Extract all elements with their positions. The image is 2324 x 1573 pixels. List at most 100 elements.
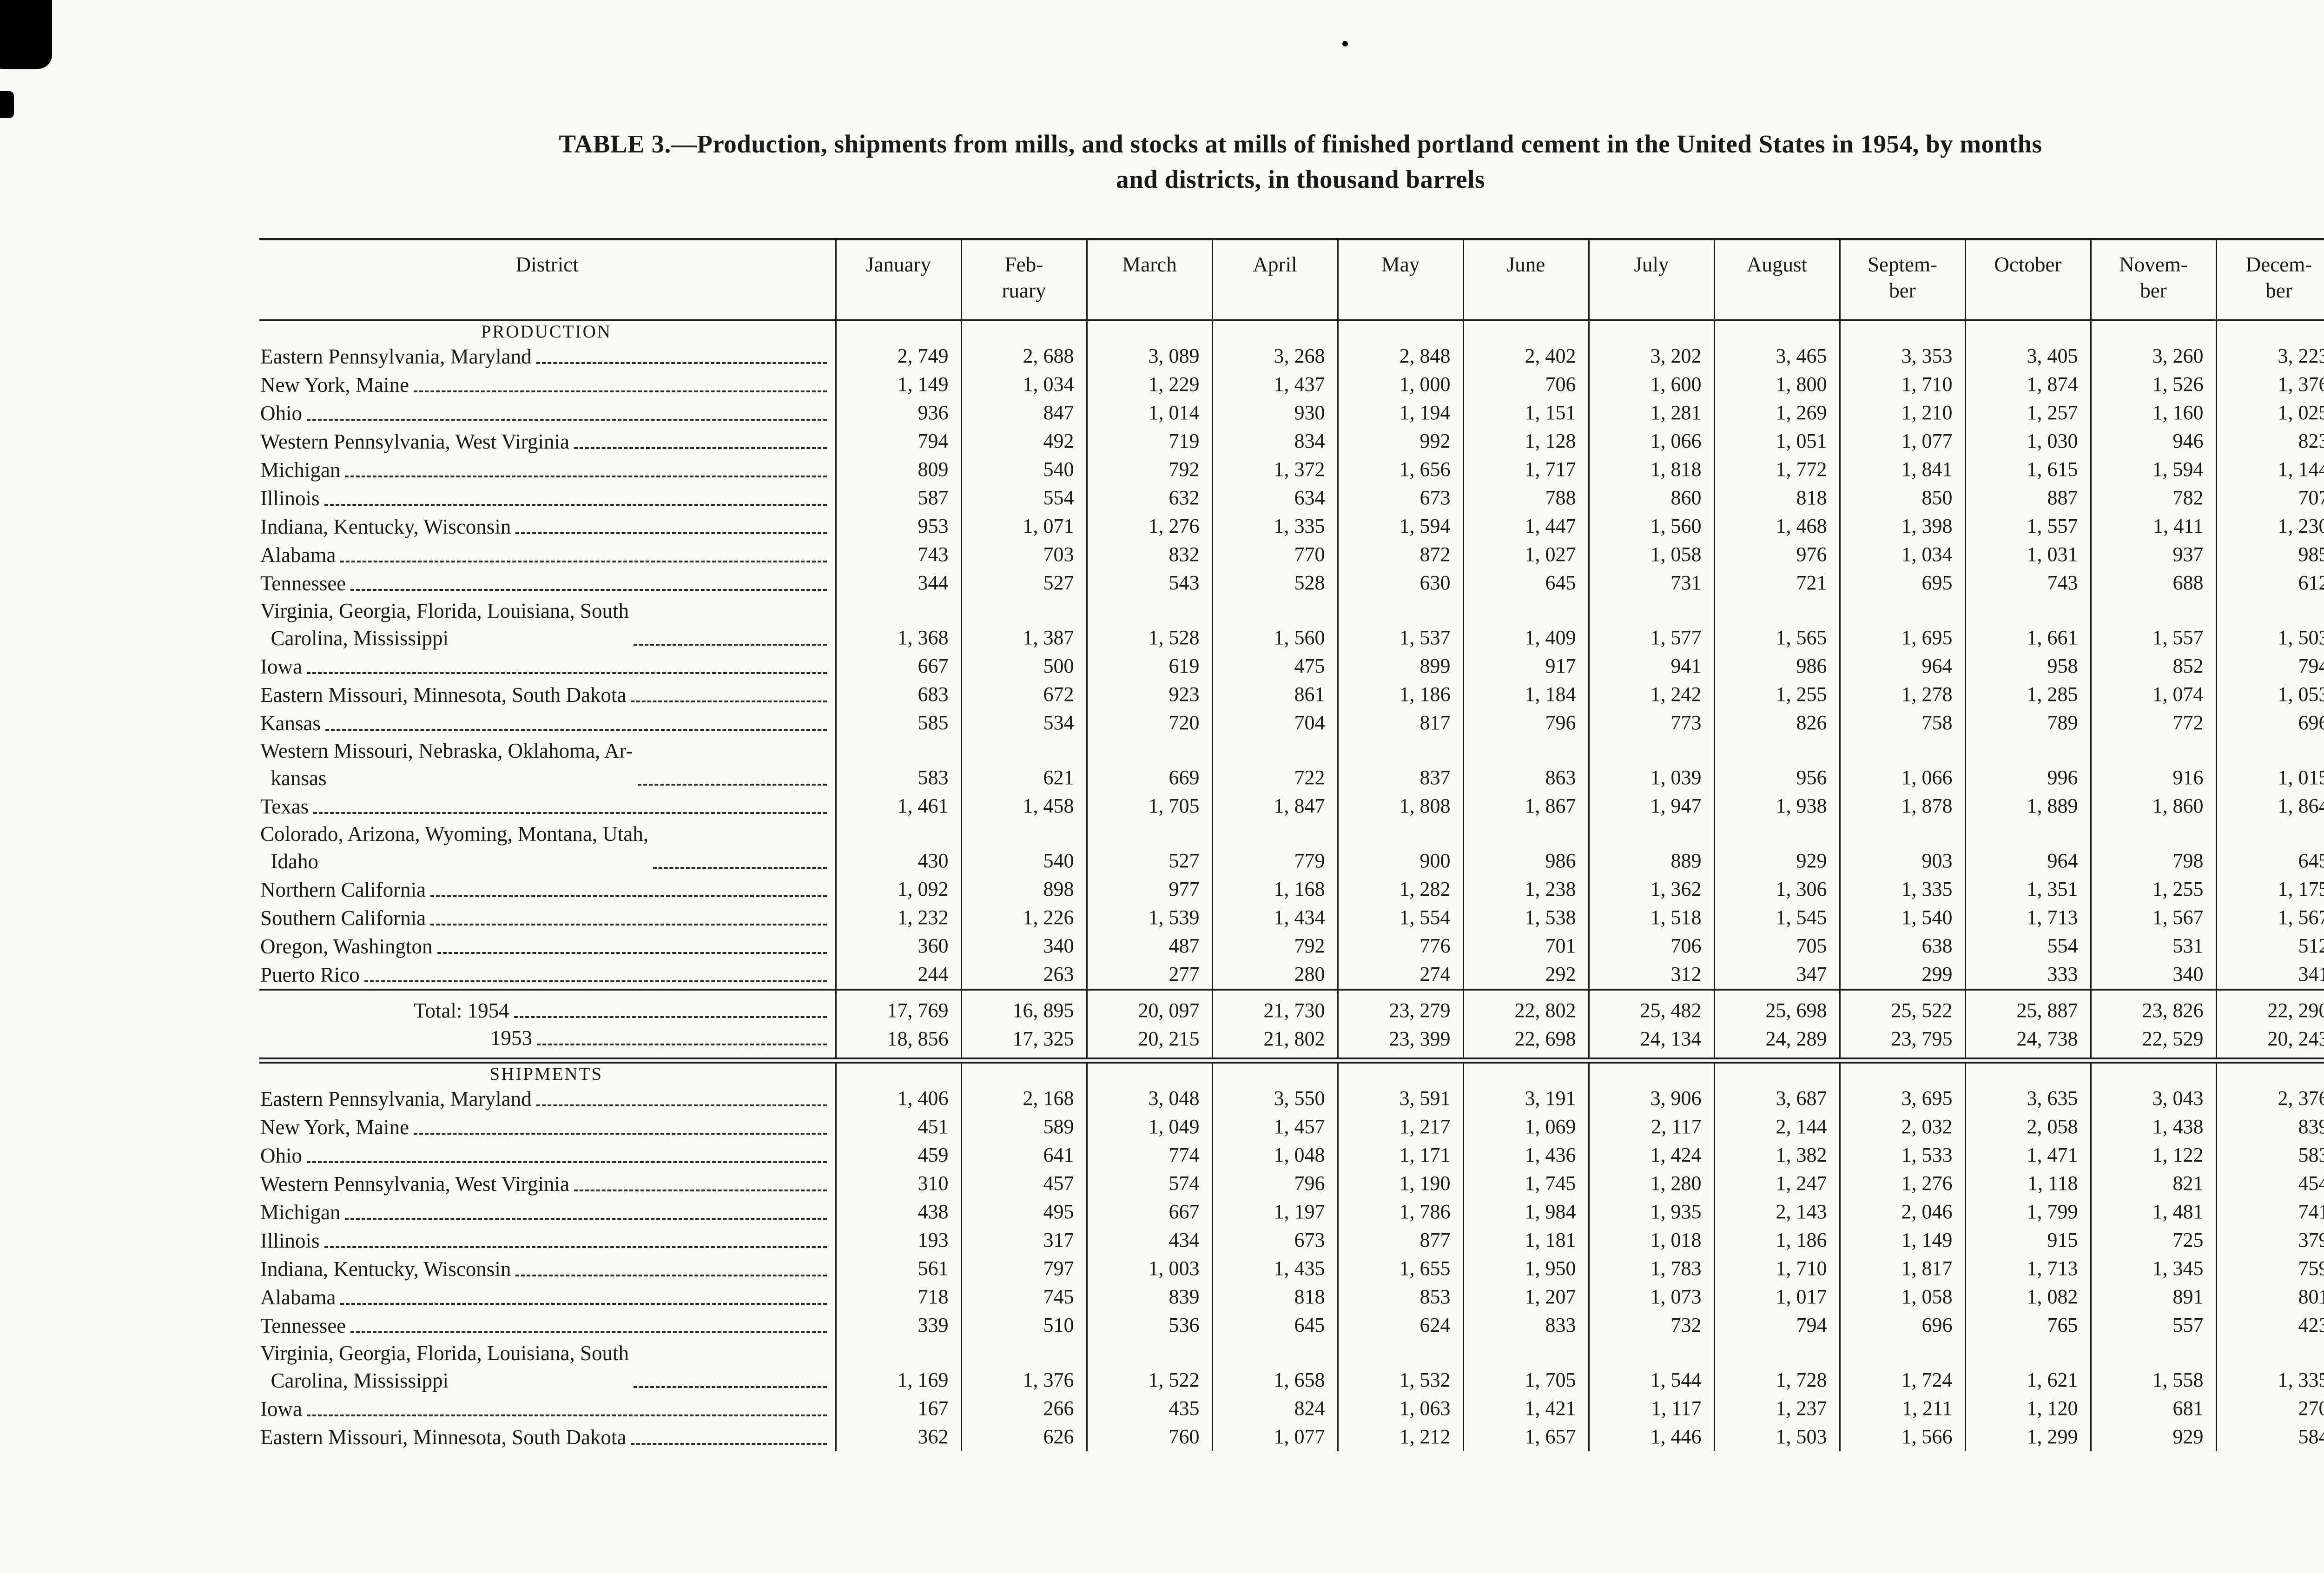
column-header-january: January (835, 238, 961, 321)
month-value-cell: 1, 238 (1462, 875, 1589, 904)
month-value-cell: 817 (1337, 709, 1463, 737)
month-value-cell: 707 (2215, 484, 2324, 512)
month-value-cell: 1, 232 (835, 904, 961, 932)
month-value-cell: 21, 730 (1211, 989, 1338, 1024)
month-value-cell (960, 1060, 1087, 1084)
column-header-march: March (1086, 238, 1212, 321)
month-value-cell: 1, 255 (1713, 681, 1840, 709)
month-value-cell: 510 (960, 1311, 1087, 1340)
month-value-cell: 2, 376 (2215, 1084, 2324, 1113)
month-value-cell: 996 (1964, 737, 2091, 792)
month-value-cell: 23, 279 (1337, 989, 1463, 1024)
month-value-cell: 1, 034 (1839, 541, 1965, 569)
district-cell-inner: Colorado, Arizona, Wyoming, Montana, Uta… (260, 820, 832, 875)
district-cell: Indiana, Kentucky, Wisconsin (259, 1255, 836, 1283)
month-value-cell: 1, 567 (2090, 904, 2216, 932)
month-value-cell: 645 (1211, 1311, 1338, 1340)
month-value-cell (1086, 320, 1212, 342)
month-value-cell: 1, 577 (1588, 597, 1714, 652)
month-value-cell: 1, 889 (1964, 792, 2091, 820)
month-value-cell: 1, 282 (1337, 875, 1463, 904)
leader-line (634, 644, 827, 646)
month-value-cell: 1, 594 (2090, 456, 2216, 484)
month-value-cell: 1, 299 (1964, 1423, 2091, 1451)
month-value-cell: 512 (2215, 932, 2324, 960)
month-value-cell: 1, 710 (1839, 370, 1965, 399)
month-value-cell: 1, 247 (1713, 1170, 1840, 1198)
district-name: Tennessee (260, 1314, 346, 1337)
month-value-cell: 1, 847 (1211, 792, 1338, 820)
month-value-cell: 1, 039 (1588, 737, 1714, 792)
month-value-cell: 1, 461 (835, 792, 961, 820)
month-value-cell: 340 (960, 932, 1087, 960)
table-row: Eastern Pennsylvania, Maryland 1, 406 2, 1… (259, 1084, 2324, 1113)
month-value-cell: 1, 446 (1588, 1423, 1714, 1451)
district-cell-inner: New York, Maine (260, 371, 832, 399)
month-value-cell: 1, 186 (1713, 1226, 1840, 1255)
month-value-cell: 1, 705 (1462, 1340, 1589, 1395)
month-value-cell: 701 (1462, 932, 1589, 960)
month-value-cell: 1, 281 (1588, 399, 1714, 427)
leader-line (515, 532, 827, 534)
month-value-cell: 706 (1462, 370, 1589, 399)
table-row: Alabama 718 745 839 818 853 1, 207 1, 073 1, 017… (259, 1283, 2324, 1311)
leader-line (514, 1016, 827, 1018)
month-value-cell: 1, 335 (1839, 875, 1965, 904)
month-value-cell: 1, 017 (1713, 1283, 1840, 1311)
district-name: Iowa (260, 655, 302, 678)
month-value-cell: 1, 621 (1964, 1340, 2091, 1395)
month-value-cell: 1, 031 (1964, 541, 2091, 569)
month-value-cell: 557 (2090, 1311, 2216, 1340)
month-value-cell: 801 (2215, 1283, 2324, 1311)
month-value-cell: 1, 149 (1839, 1226, 1965, 1255)
month-value-cell: 946 (2090, 427, 2216, 456)
district-cell: Iowa (259, 1395, 836, 1423)
table-row: Tennessee 339 510 536 645 624 833 732 794 696 765 5… (259, 1311, 2324, 1340)
month-value-cell: 1, 657 (1462, 1423, 1589, 1451)
district-cell-inner: 1953 (260, 1024, 832, 1052)
month-value-cell: 1, 051 (1713, 427, 1840, 456)
month-value-cell: 1, 077 (1839, 427, 1965, 456)
month-value-cell: 1, 335 (1211, 512, 1338, 541)
month-value-cell: 3, 268 (1211, 342, 1338, 370)
leader-line (634, 1386, 827, 1388)
section-row: PRODUCTION (259, 320, 2324, 342)
table-title-line1: TABLE 3.—Production, shipments from mill… (559, 130, 2042, 158)
month-value-cell: 438 (835, 1198, 961, 1226)
district-cell-inner: Kansas (260, 710, 832, 737)
column-header-october: October (1964, 238, 2091, 321)
table-row: Western Missouri, Nebraska, Oklahoma, Ar… (259, 737, 2324, 792)
month-value-cell: 929 (2090, 1423, 2216, 1451)
month-value-cell: 852 (2090, 652, 2216, 681)
district-name: Alabama (260, 1286, 336, 1309)
month-value-cell: 929 (1713, 820, 1840, 875)
month-value-cell: 1, 457 (1211, 1113, 1338, 1141)
month-value-cell: 1, 503 (1713, 1423, 1840, 1451)
month-value-cell: 333 (1964, 960, 2091, 990)
month-value-cell: 667 (1086, 1198, 1212, 1226)
district-cell-inner: Eastern Missouri, Minnesota, South Dakot… (260, 1424, 832, 1451)
column-header-july: July (1588, 238, 1714, 321)
district-name: Western Pennsylvania, West Virginia (260, 430, 569, 453)
month-value-cell: 362 (835, 1423, 961, 1451)
month-value-cell: 2, 402 (1462, 342, 1589, 370)
month-value-cell: 1, 817 (1839, 1255, 1965, 1283)
month-value-cell: 1, 387 (960, 597, 1087, 652)
month-value-cell: 1, 306 (1713, 875, 1840, 904)
month-value-cell: 1, 237 (1713, 1395, 1840, 1423)
month-value-cell: 531 (2090, 932, 2216, 960)
district-cell: Southern California (259, 904, 836, 932)
month-value-cell: 645 (2215, 820, 2324, 875)
district-cell: Illinois (259, 484, 836, 512)
column-header-february: Feb- ruary (960, 238, 1087, 321)
month-value-cell: 1, 242 (1588, 681, 1714, 709)
month-value-cell: 1, 411 (2090, 512, 2216, 541)
district-cell: Eastern Pennsylvania, Maryland (259, 342, 836, 370)
month-value-cell: 344 (835, 569, 961, 597)
month-value-cell: 457 (960, 1170, 1087, 1198)
month-value-cell: 3, 635 (1964, 1084, 2091, 1113)
month-value-cell: 958 (1964, 652, 2091, 681)
district-cell: Virginia, Georgia, Florida, Louisiana, S… (259, 1340, 836, 1395)
month-value-cell: 266 (960, 1395, 1087, 1423)
month-value-cell: 339 (835, 1311, 961, 1340)
